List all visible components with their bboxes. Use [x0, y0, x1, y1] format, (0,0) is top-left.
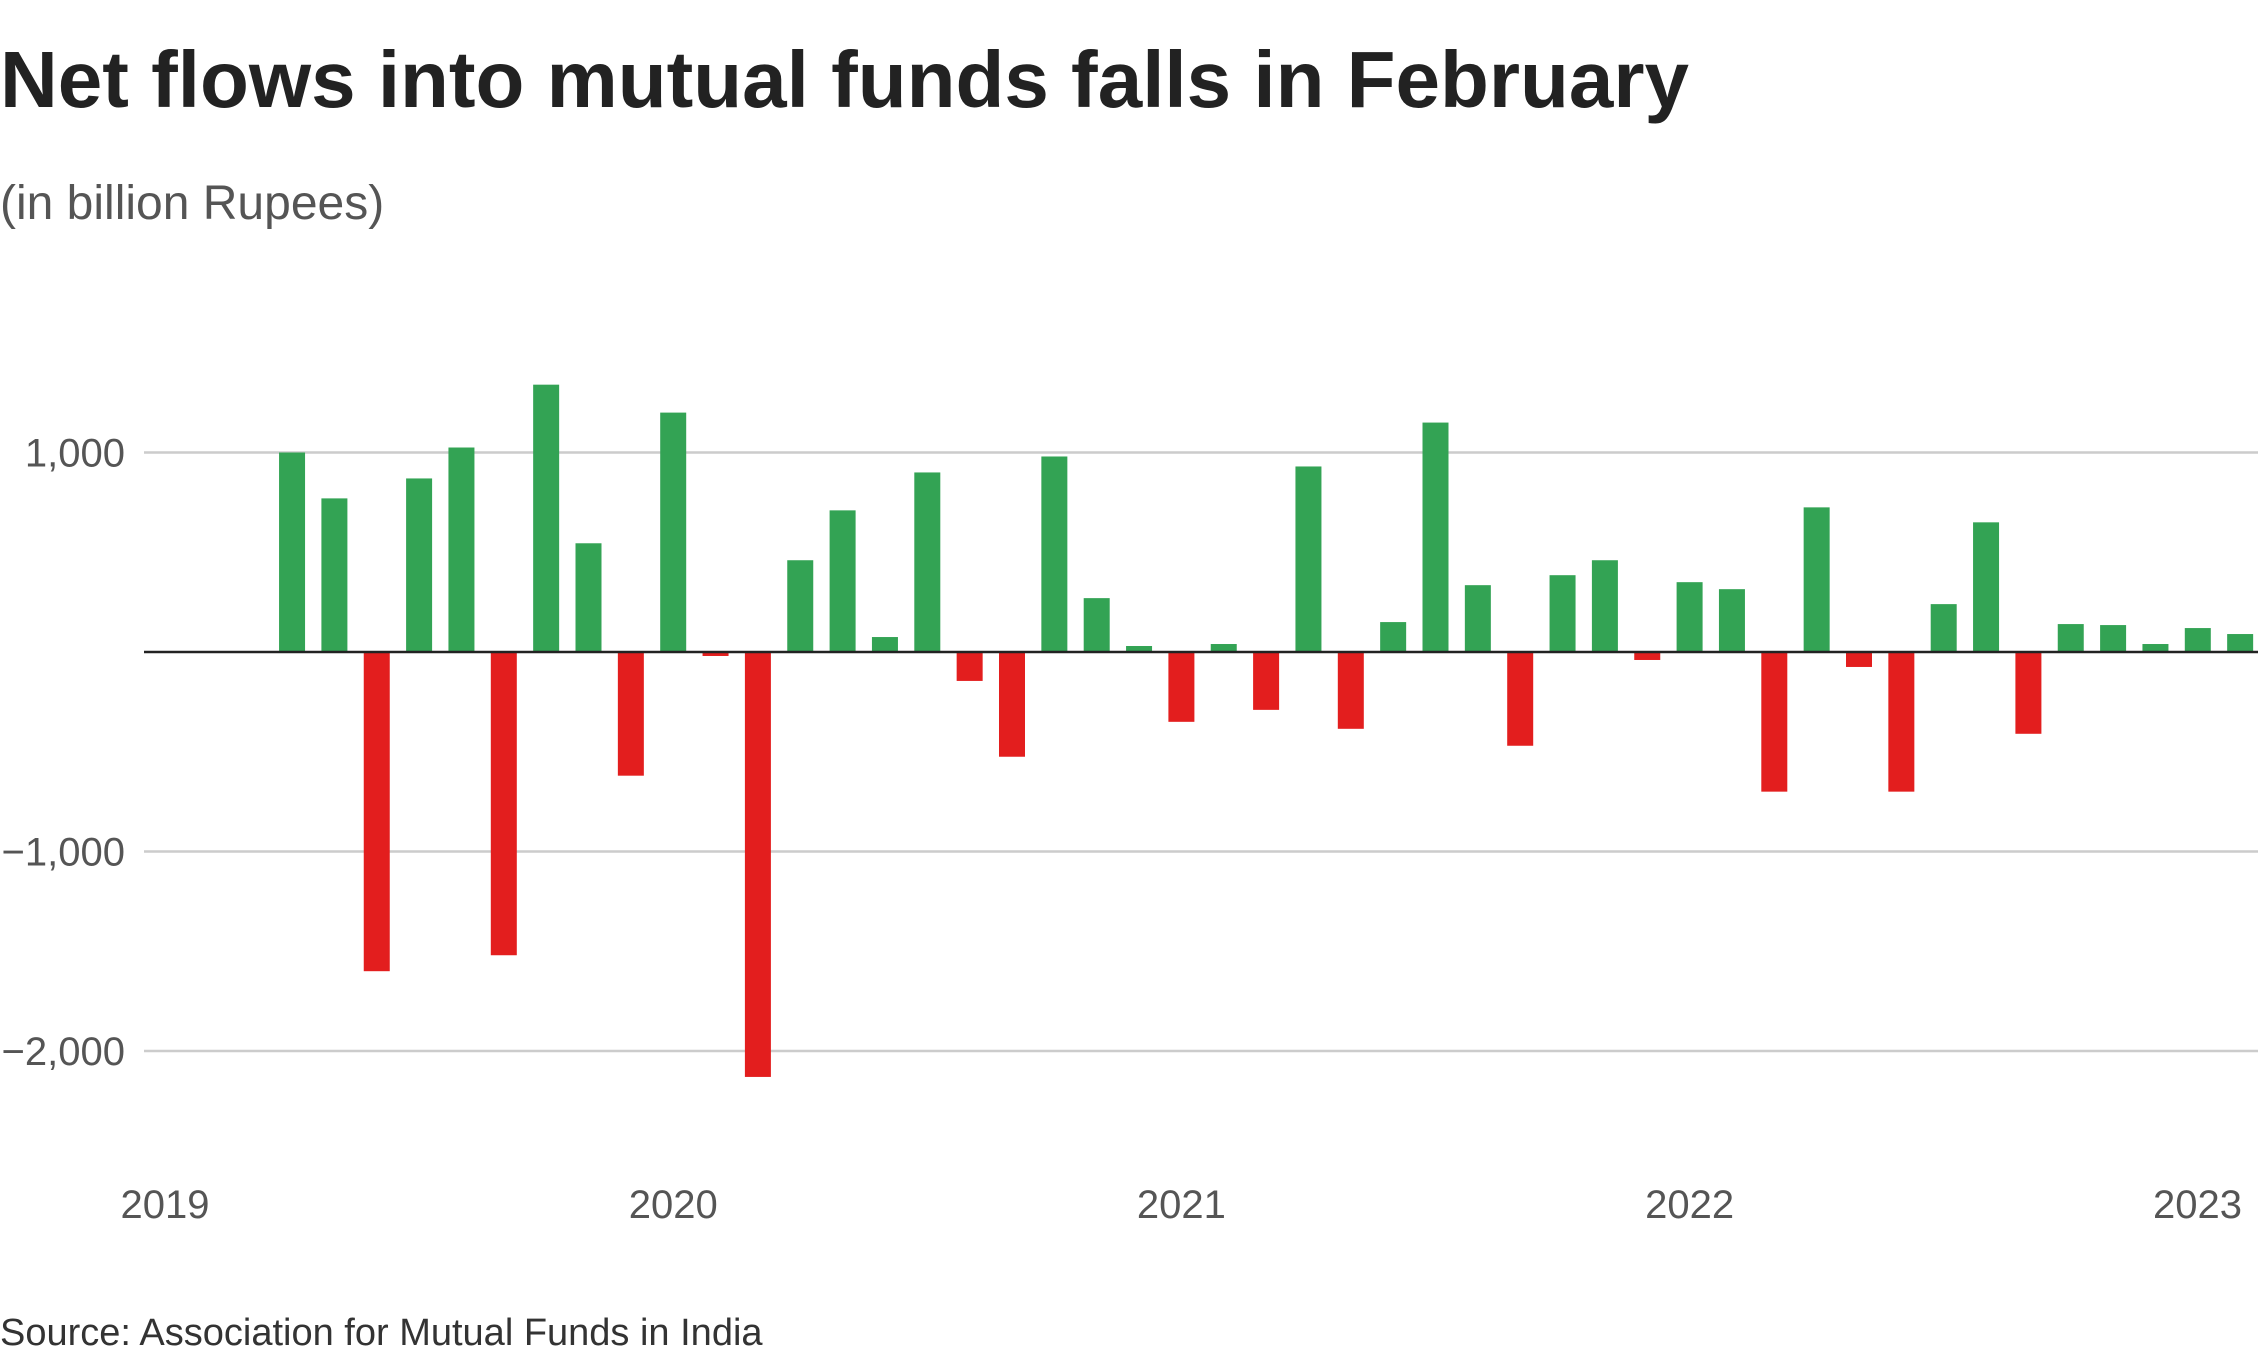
bar-outflow — [490, 652, 517, 956]
bar-outflow — [956, 652, 983, 681]
bar-outflow — [702, 652, 729, 656]
bar-inflow — [1973, 522, 2000, 652]
bar-inflow — [2227, 634, 2254, 652]
bar-inflow — [829, 510, 856, 652]
bar-inflow — [1295, 466, 1322, 652]
bar-outflow — [1168, 652, 1195, 722]
bar-inflow — [2184, 628, 2211, 652]
bar-inflow — [1126, 646, 1153, 652]
bar-inflow — [575, 543, 602, 652]
bar-inflow — [787, 560, 814, 652]
bar-outflow — [1507, 652, 1534, 746]
bar-inflow — [321, 498, 348, 652]
bar-inflow — [2057, 624, 2084, 652]
bar-inflow — [871, 637, 898, 652]
axis-labels: 1,000 −1,000 −2,000 2019 2020 2021 2022 2023 — [2, 432, 2242, 1228]
bar-inflow — [914, 472, 941, 652]
bar-inflow — [1083, 598, 1110, 652]
source-note: Source: Association for Mutual Funds in … — [0, 1312, 763, 1354]
bar-inflow — [1676, 582, 1703, 652]
bars — [279, 384, 2254, 1077]
bar-inflow — [533, 384, 560, 652]
y-tick-label: 1,000 — [25, 432, 125, 476]
bar-outflow — [1253, 652, 1280, 710]
x-tick-label: 2020 — [629, 1183, 718, 1227]
bar-outflow — [1634, 652, 1661, 660]
bar-outflow — [1846, 652, 1872, 667]
bar-inflow — [1930, 604, 1957, 652]
bar-outflow — [1761, 652, 1788, 792]
bar-inflow — [1422, 422, 1449, 652]
bar-inflow — [406, 478, 433, 652]
bar-outflow — [744, 652, 771, 1077]
x-tick-label: 2022 — [1645, 1183, 1734, 1227]
bar-inflow — [279, 452, 306, 652]
bar-inflow — [1803, 507, 1830, 652]
bar-inflow — [660, 412, 687, 652]
x-tick-label: 2021 — [1137, 1183, 1226, 1227]
bar-inflow — [448, 447, 475, 652]
y-tick-label: −1,000 — [2, 831, 125, 875]
y-tick-label: −2,000 — [2, 1030, 125, 1074]
bar-inflow — [1464, 585, 1491, 652]
bar-outflow — [2015, 652, 2042, 734]
chart-subtitle: (in billion Rupees) — [0, 177, 385, 230]
bar-inflow — [1718, 589, 1745, 652]
bar-inflow — [1210, 644, 1237, 652]
bar-inflow — [1549, 575, 1576, 652]
bar-outflow — [617, 652, 644, 776]
bar-inflow — [1041, 456, 1068, 652]
bar-inflow — [1380, 622, 1407, 652]
bar-outflow — [1888, 652, 1915, 792]
bar-outflow — [363, 652, 390, 972]
bar-outflow — [999, 652, 1025, 757]
bar-outflow — [1337, 652, 1364, 729]
bar-inflow — [2142, 644, 2169, 652]
bar-inflow — [1591, 560, 1618, 652]
chart-title: Net flows into mutual funds falls in Feb… — [0, 35, 1690, 124]
x-tick-label: 2019 — [121, 1183, 210, 1227]
x-tick-label: 2023 — [2153, 1183, 2242, 1227]
bar-inflow — [2100, 625, 2127, 652]
